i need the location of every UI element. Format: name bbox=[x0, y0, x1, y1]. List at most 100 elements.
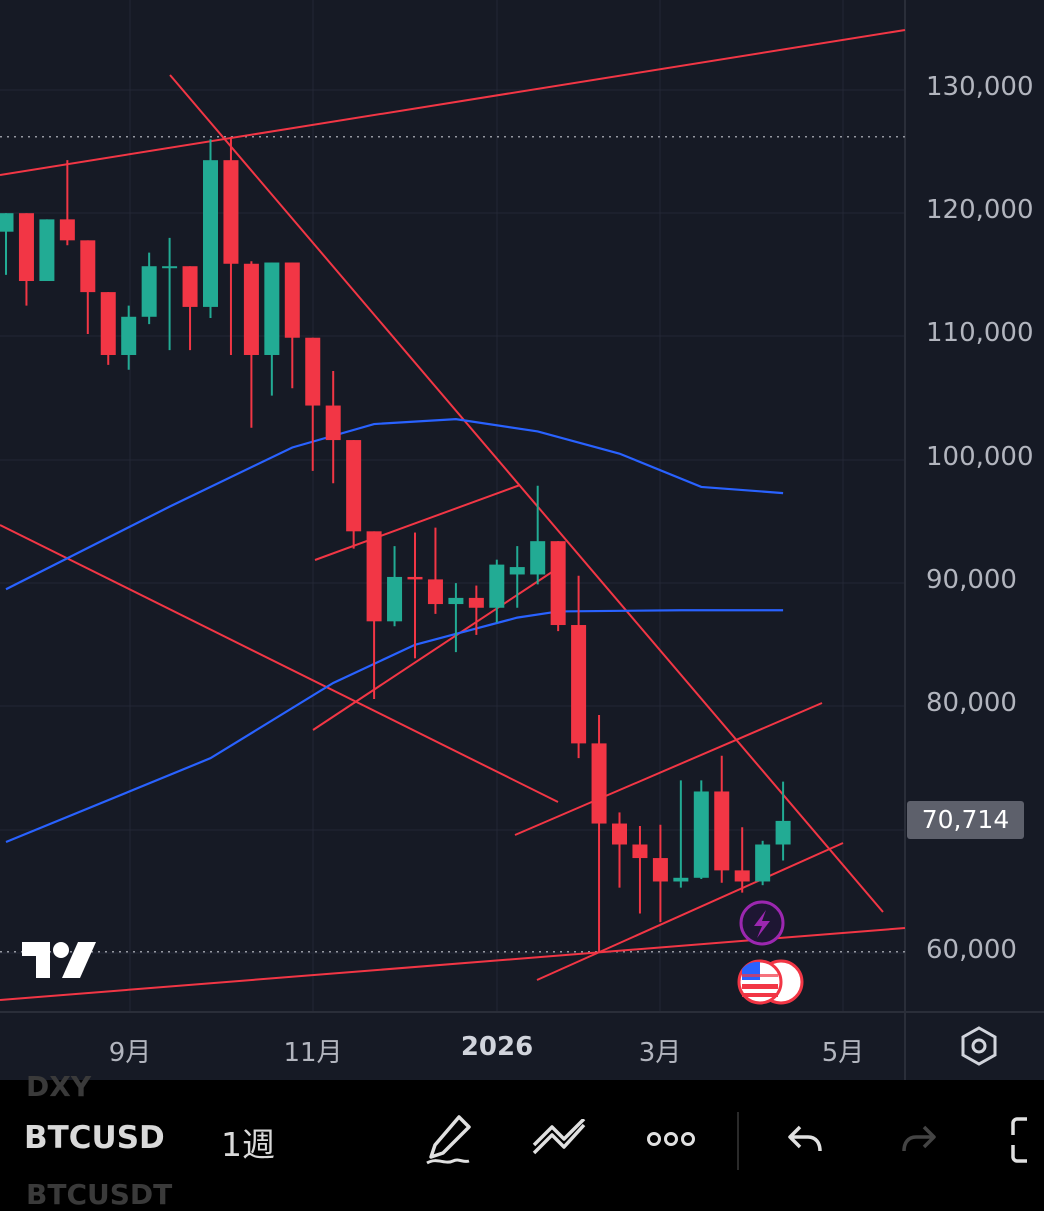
candle-body bbox=[509, 567, 525, 575]
price-tick-label: 130,000 bbox=[926, 72, 1034, 102]
price-tick-label: 110,000 bbox=[926, 318, 1034, 348]
candle bbox=[550, 541, 566, 632]
trendline bbox=[0, 524, 559, 803]
time-tick-label: 11月 bbox=[283, 1038, 343, 1068]
candle bbox=[0, 213, 14, 275]
candle bbox=[182, 266, 198, 351]
candle-body bbox=[734, 870, 750, 882]
pencil-icon[interactable] bbox=[418, 1108, 480, 1170]
candle bbox=[284, 262, 300, 389]
candle-body bbox=[530, 541, 546, 575]
symbol-button[interactable]: BTCUSD bbox=[24, 1120, 165, 1156]
time-tick-label: 5月 bbox=[821, 1038, 865, 1068]
candle-body bbox=[673, 877, 689, 882]
candle bbox=[162, 237, 178, 351]
candle bbox=[509, 546, 525, 608]
moving-average-line bbox=[5, 609, 784, 844]
candle bbox=[612, 812, 627, 888]
more-icon[interactable] bbox=[640, 1108, 702, 1170]
candle bbox=[346, 440, 362, 549]
candle bbox=[223, 136, 239, 355]
next-symbol: BTCUSDT bbox=[26, 1178, 173, 1211]
candle-body bbox=[243, 263, 259, 355]
price-tick-label: 80,000 bbox=[926, 688, 1017, 718]
candle-body bbox=[305, 337, 321, 406]
candle-body bbox=[346, 440, 362, 532]
candle-body bbox=[612, 823, 627, 845]
price-tick-label: 120,000 bbox=[926, 195, 1034, 225]
toolbar-divider bbox=[737, 1112, 739, 1170]
candle-body bbox=[591, 743, 607, 824]
candle bbox=[59, 160, 75, 246]
candle bbox=[141, 252, 157, 325]
tradingview-logo bbox=[20, 940, 98, 984]
candle bbox=[387, 546, 403, 627]
candle bbox=[366, 531, 382, 700]
lightning-event-icon[interactable] bbox=[739, 900, 785, 946]
undo-icon[interactable] bbox=[774, 1108, 836, 1170]
candle bbox=[448, 583, 464, 653]
candle bbox=[714, 755, 730, 883]
candle bbox=[203, 139, 218, 319]
candle-body bbox=[18, 213, 34, 282]
trendline bbox=[0, 29, 906, 176]
time-tick-label: 3月 bbox=[638, 1038, 682, 1068]
previous-symbol: DXY bbox=[26, 1070, 92, 1103]
candle bbox=[591, 715, 607, 952]
bottom-toolbar bbox=[0, 1080, 1044, 1200]
candle-body bbox=[550, 541, 566, 626]
price-chart[interactable] bbox=[0, 0, 1044, 1080]
candle-body bbox=[121, 316, 137, 355]
candle-body bbox=[100, 292, 116, 355]
candle-body bbox=[59, 219, 75, 241]
candle bbox=[775, 781, 791, 861]
candle-body bbox=[366, 531, 382, 622]
chart-area[interactable]: 130,000 120,000 110,000 100,000 90,000 8… bbox=[0, 0, 1044, 1080]
candle bbox=[632, 826, 648, 914]
settings-icon[interactable] bbox=[957, 1022, 1001, 1070]
fullscreen-icon[interactable] bbox=[996, 1108, 1044, 1170]
candle bbox=[468, 585, 484, 635]
candle bbox=[734, 827, 750, 893]
candle-body bbox=[182, 266, 198, 307]
candle-body bbox=[571, 625, 587, 744]
candle bbox=[652, 824, 668, 923]
candle-body bbox=[141, 266, 157, 317]
candle bbox=[121, 305, 137, 370]
candle-body bbox=[448, 597, 464, 605]
candle-body bbox=[407, 576, 423, 580]
trendline bbox=[536, 842, 844, 981]
interval-button[interactable]: 1週 bbox=[221, 1125, 275, 1164]
candle bbox=[18, 213, 34, 306]
candle bbox=[489, 559, 505, 623]
price-tick-label: 90,000 bbox=[926, 565, 1017, 595]
candle-body bbox=[632, 844, 648, 859]
candle bbox=[80, 240, 96, 335]
candle-body bbox=[80, 240, 96, 293]
redo-icon[interactable] bbox=[888, 1108, 950, 1170]
candle bbox=[264, 262, 280, 396]
candle-body bbox=[203, 160, 218, 307]
candle bbox=[407, 532, 423, 659]
candle bbox=[530, 485, 546, 585]
candle-body bbox=[427, 579, 443, 605]
line-tool-icon[interactable] bbox=[528, 1108, 590, 1170]
candle bbox=[325, 371, 341, 484]
trendlines[interactable] bbox=[0, 29, 906, 1001]
candle-body bbox=[693, 791, 709, 878]
trendline bbox=[314, 484, 521, 561]
price-tick-label: 60,000 bbox=[926, 935, 1017, 965]
candle-body bbox=[0, 213, 14, 232]
time-tick-label: 9月 bbox=[108, 1038, 152, 1068]
candle-body bbox=[775, 820, 791, 845]
candle-body bbox=[468, 597, 484, 608]
moving-average-line bbox=[5, 418, 784, 591]
time-tick-label: 2026 bbox=[460, 1032, 534, 1062]
candle bbox=[243, 261, 259, 428]
trendline bbox=[169, 74, 884, 913]
candle-body bbox=[755, 844, 771, 882]
us-flag-event-icon[interactable] bbox=[737, 959, 804, 1005]
candle-body bbox=[489, 564, 505, 608]
candle bbox=[571, 575, 587, 759]
candle bbox=[427, 527, 443, 614]
